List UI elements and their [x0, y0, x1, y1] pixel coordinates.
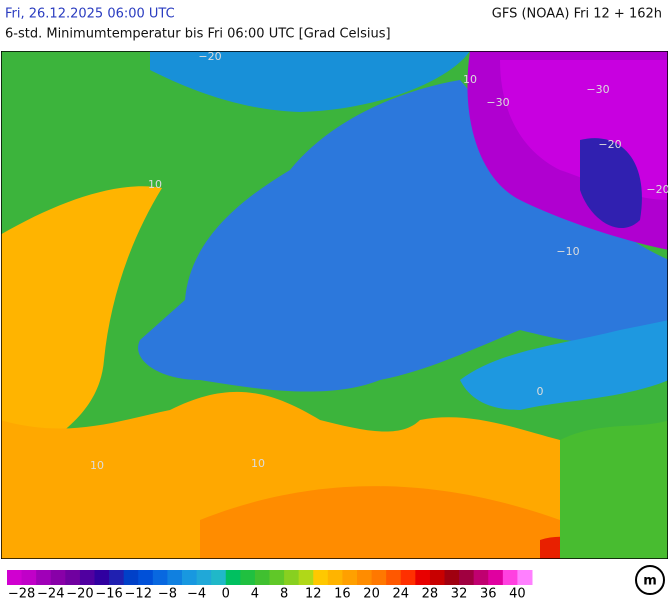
- colorbar-label: 12: [305, 587, 322, 600]
- colorbar-label: 8: [280, 587, 288, 600]
- contour-label: 10: [251, 457, 265, 470]
- contour-label: −30: [586, 83, 609, 96]
- color-swatch: [50, 570, 66, 585]
- color-swatch: [7, 570, 23, 585]
- color-swatch: [386, 570, 402, 585]
- color-swatch: [225, 570, 241, 585]
- colorbar-label: −8: [158, 587, 177, 600]
- subtitle: 6-std. Minimumtemperatur bis Fri 06:00 U…: [5, 27, 391, 42]
- color-swatch: [459, 570, 475, 585]
- contour-label: 10: [90, 459, 104, 472]
- color-swatch: [517, 570, 533, 585]
- contour-label: −20: [646, 183, 669, 196]
- colorbar-label: −28: [8, 587, 35, 600]
- model: GFS (NOAA) Fri 12 + 162h: [492, 7, 662, 22]
- color-swatch: [254, 570, 270, 585]
- color-swatch: [240, 570, 256, 585]
- contour-label: −20: [198, 50, 221, 63]
- colorbar-label: −24: [37, 587, 64, 600]
- colorbar-label: −20: [66, 587, 93, 600]
- color-swatch: [298, 570, 314, 585]
- colorbar-label: −12: [125, 587, 152, 600]
- colorbar-label: 32: [451, 587, 468, 600]
- logo: [635, 565, 665, 595]
- color-swatch: [79, 570, 95, 585]
- colorbar-label: 28: [422, 587, 439, 600]
- map: [1, 51, 668, 559]
- color-swatch: [65, 570, 81, 585]
- colorbar-label: 20: [363, 587, 380, 600]
- color-swatch: [138, 570, 154, 585]
- color-swatch: [313, 570, 329, 585]
- color-swatch: [109, 570, 125, 585]
- colorbar-label: 16: [334, 587, 351, 600]
- colorbar-label: 4: [251, 587, 259, 600]
- color-swatch: [415, 570, 431, 585]
- color-swatch: [211, 570, 227, 585]
- contour-label: −30: [486, 96, 509, 109]
- color-swatch: [400, 570, 416, 585]
- color-swatch: [473, 570, 489, 585]
- contour-label: 10: [148, 178, 162, 191]
- color-swatch: [502, 570, 518, 585]
- color-swatch: [269, 570, 285, 585]
- color-swatch: [429, 570, 445, 585]
- colorbar-label: −4: [187, 587, 206, 600]
- contour-label: −20: [598, 138, 621, 151]
- color-swatch: [21, 570, 37, 585]
- colorbar-label: 36: [480, 587, 497, 600]
- color-swatch: [327, 570, 343, 585]
- color-swatch: [94, 570, 110, 585]
- color-swatch: [152, 570, 168, 585]
- color-swatch: [36, 570, 52, 585]
- color-swatch: [488, 570, 504, 585]
- color-swatch: [182, 570, 198, 585]
- colorbar-label: 0: [222, 587, 230, 600]
- logo-mark: m: [643, 574, 657, 589]
- date: Fri, 26.12.2025 06:00 UTC: [5, 7, 175, 22]
- contour-label: 0: [537, 385, 544, 398]
- colorbar-label: 40: [509, 587, 526, 600]
- color-swatch: [284, 570, 300, 585]
- color-swatch: [167, 570, 183, 585]
- colorbar-label: 24: [392, 587, 409, 600]
- colorbar-label: −16: [95, 587, 122, 600]
- color-swatch: [444, 570, 460, 585]
- color-swatch: [371, 570, 387, 585]
- color-swatch: [357, 570, 373, 585]
- color-swatch: [196, 570, 212, 585]
- color-swatch: [342, 570, 358, 585]
- contour-label: 10: [463, 73, 477, 86]
- color-swatch: [123, 570, 139, 585]
- contour-label: −10: [556, 245, 579, 258]
